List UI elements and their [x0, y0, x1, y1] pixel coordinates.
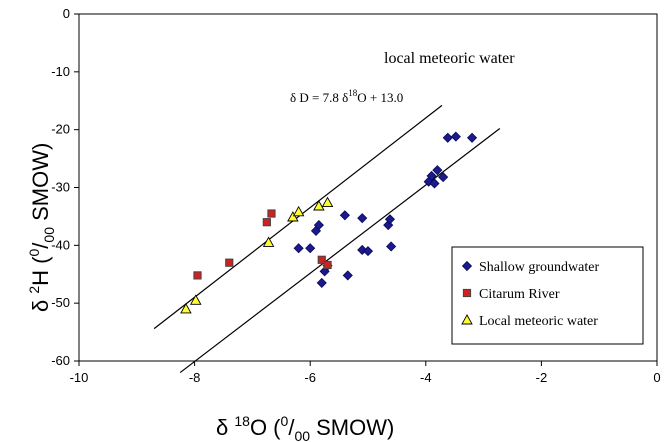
y-title-h: H ( — [28, 256, 53, 286]
y-title-slash: / — [28, 242, 53, 249]
shallow-groundwater-point — [384, 214, 396, 225]
x-title-sup-0: 0 — [281, 413, 289, 429]
y-axis: 0 -10 -20 -30 -40 -50 -60 — [51, 6, 79, 368]
meteoric-water-line — [153, 104, 443, 330]
citarum-river-point — [323, 260, 332, 270]
y-axis-title-group: δ 2H (0/00 SMOW) — [26, 143, 57, 312]
y-tick-label: -30 — [51, 180, 70, 195]
equation-part-2: O + 13.0 — [357, 90, 403, 105]
x-title-sub-00: 00 — [294, 428, 310, 442]
local-meteoric-water-point — [262, 236, 275, 247]
shallow-groundwater-point — [386, 241, 397, 252]
data-points — [180, 131, 478, 314]
shallow-groundwater-point — [342, 270, 353, 281]
local-meteoric-water-point — [180, 303, 192, 314]
x-title-delta: δ — [216, 415, 228, 440]
legend-label-citarum-river: Citarum River — [479, 287, 560, 302]
local-meteoric-water-point — [292, 205, 305, 217]
legend-marker-shallow-groundwater — [461, 260, 473, 272]
legend-label-local-meteoric-water: Local meteoric water — [479, 314, 598, 329]
y-tick-label: -50 — [51, 295, 70, 310]
y-tick-label: -40 — [51, 237, 70, 252]
shallow-groundwater-point — [362, 246, 374, 257]
equation-label: δ D = 7.8 δ18O + 13.0 — [290, 88, 403, 105]
legend-marker-local-meteoric-water — [461, 314, 473, 325]
legend-label-shallow-groundwater: Shallow groundwater — [479, 260, 599, 275]
equation-superscript: 18 — [348, 88, 358, 98]
shallow-groundwater-point — [313, 220, 324, 231]
x-tick-label: -2 — [536, 370, 548, 385]
shallow-groundwater-point — [450, 131, 461, 142]
citarum-river-point — [225, 258, 234, 267]
citarum-river-point — [317, 255, 326, 264]
y-title-sup-0: 0 — [26, 249, 42, 257]
line-label: local meteoric water — [384, 50, 515, 67]
shallow-groundwater-point — [316, 277, 327, 288]
x-tick-label: -4 — [420, 370, 432, 385]
y-title-delta: δ — [28, 300, 53, 312]
shallow-groundwater-point — [293, 243, 304, 254]
shallow-groundwater-point — [357, 213, 368, 224]
shallow-groundwater-point — [339, 210, 350, 221]
y-tick-label: -20 — [51, 122, 70, 137]
x-tick-label: -8 — [189, 370, 201, 385]
y-title-sup-2: 2 — [26, 286, 42, 294]
shallow-groundwater-point — [466, 132, 478, 143]
y-title-sub-00: 00 — [41, 227, 57, 243]
legend-marker-citarum-river — [462, 288, 472, 298]
x-tick-label: 0 — [653, 370, 660, 385]
y-tick-label: -10 — [51, 64, 70, 79]
y-tick-label: -60 — [51, 353, 70, 368]
x-title-smow: SMOW) — [310, 415, 394, 440]
legend: Shallow groundwater Citarum River Local me… — [451, 246, 644, 345]
legend-box — [451, 246, 644, 345]
x-title-slash: / — [288, 415, 295, 440]
x-title-o: O ( — [250, 415, 281, 440]
citarum-river-point — [262, 218, 271, 227]
citarum-river-point — [193, 271, 202, 280]
groundwater-trend-line — [179, 128, 501, 374]
shallow-groundwater-point — [429, 178, 440, 189]
local-meteoric-water-point — [321, 196, 334, 207]
regression-lines — [153, 104, 501, 374]
x-tick-label: -6 — [304, 370, 316, 385]
local-meteoric-water-point — [287, 211, 299, 222]
x-axis: -10 -8 -6 -4 -2 0 — [70, 361, 661, 385]
shallow-groundwater-point — [438, 172, 449, 183]
x-title-sup-18: 18 — [234, 413, 250, 429]
local-meteoric-water-point — [313, 200, 325, 211]
x-axis-title: δ 18O (0/00 SMOW) — [216, 413, 394, 442]
x-tick-label: -10 — [70, 370, 89, 385]
shallow-groundwater-point — [305, 243, 316, 254]
equation-part-1: δ D = 7.8 δ — [290, 90, 348, 105]
shallow-groundwater-point — [432, 165, 443, 176]
y-axis-title: δ 2H (0/00 SMOW) — [26, 143, 57, 312]
shallow-groundwater-point — [442, 132, 453, 143]
y-title-smow: SMOW) — [28, 143, 53, 227]
y-tick-label: 0 — [63, 6, 70, 21]
citarum-river-point — [267, 209, 276, 218]
local-meteoric-water-point — [189, 294, 202, 305]
shallow-groundwater-point — [426, 170, 437, 181]
